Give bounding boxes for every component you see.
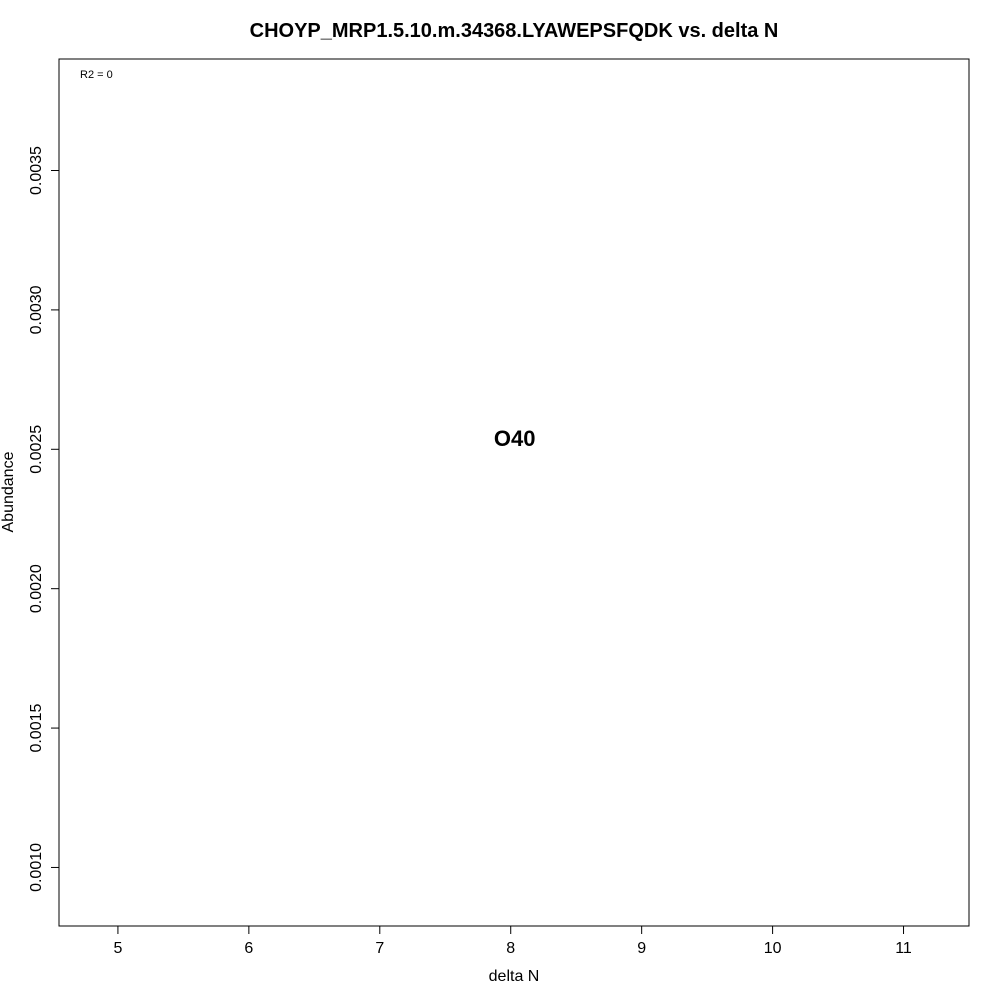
r2-annotation: R2 = 0 [80,69,113,81]
point-label: O40 [494,426,536,451]
x-tick-label: 8 [506,940,515,957]
x-tick-label: 11 [895,940,912,957]
y-tick-label: 0.0020 [28,564,45,613]
x-tick-label: 5 [113,940,122,957]
y-axis: 0.0010 0.0015 0.0020 0.0025 0.0030 0.0035 [28,146,59,892]
y-tick-label: 0.0010 [28,843,45,892]
x-tick-label: 10 [764,940,782,957]
points-layer: O40 [494,426,536,451]
chart-title: CHOYP_MRP1.5.10.m.34368.LYAWEPSFQDK vs. … [250,20,779,42]
y-tick-label: 0.0035 [28,146,45,195]
x-tick-label: 7 [375,940,384,957]
y-tick-label: 0.0015 [28,703,45,752]
y-tick-label: 0.0025 [28,425,45,474]
y-axis-label: Abundance [0,451,17,532]
x-tick-label: 6 [244,940,253,957]
x-axis-label: delta N [489,968,540,985]
plot-frame [58,58,970,927]
x-tick-label: 9 [637,940,646,957]
y-tick-label: 0.0030 [28,285,45,334]
x-axis: 5 6 7 8 9 10 11 [113,926,912,957]
